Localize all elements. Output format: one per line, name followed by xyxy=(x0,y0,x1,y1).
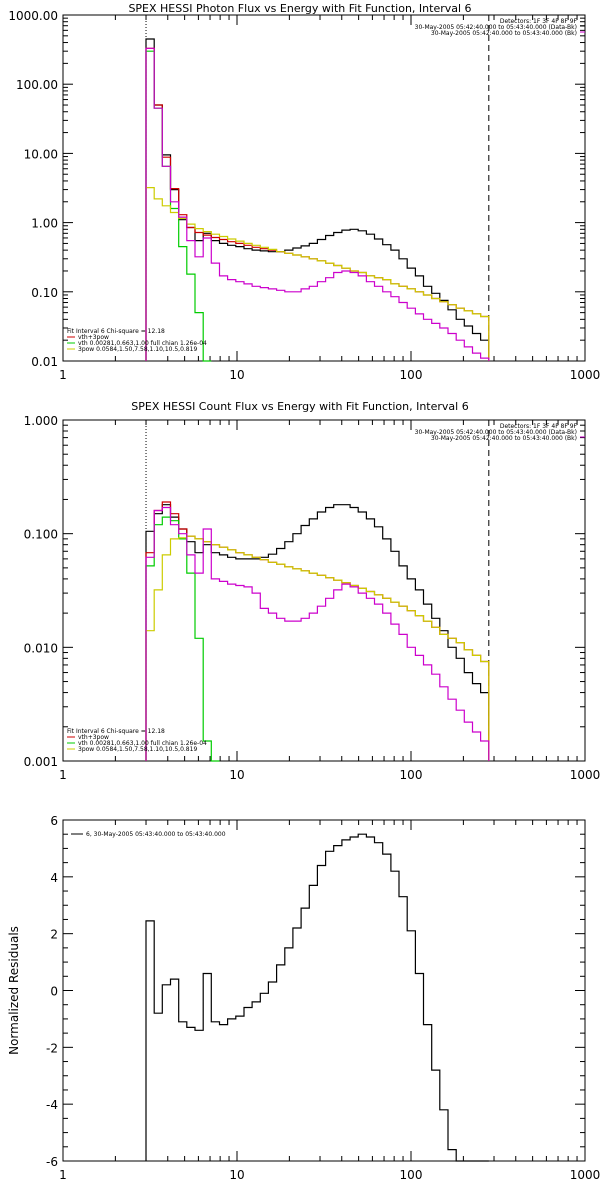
plot-frame xyxy=(62,14,586,362)
series-bk xyxy=(145,47,490,361)
series-bk xyxy=(145,506,490,761)
y-tick-label: 0.100 xyxy=(24,528,58,542)
series-data-bk xyxy=(145,504,490,761)
header-text: Detectors: 1F 3F 4F 8F 9F xyxy=(500,18,578,25)
series-vth-3pow xyxy=(145,47,490,361)
legend-title: Fit Interval 6 Chi-square = 12.18 xyxy=(67,728,165,735)
header-text: 30-May-2005 05:42:40.000 to 05:43:40.000… xyxy=(415,24,577,31)
y-tick-label: -6 xyxy=(46,1155,58,1169)
x-tick-label: 10 xyxy=(229,1168,244,1182)
header-text: 30-May-2005 05:42:40.000 to 05:43:40.000… xyxy=(415,429,577,436)
y-tick-label: 2 xyxy=(50,928,58,942)
y-tick-label: 0.010 xyxy=(24,641,58,655)
legend-text: vth 0.00281,0.663,1.00 full chian 1.26e-… xyxy=(78,740,207,747)
legend-text: vth 0.00281,0.663,1.00 full chian 1.26e-… xyxy=(78,340,207,347)
header-text: 30-May-2005 05:42:40.000 to 05:43:40.000… xyxy=(431,435,577,442)
y-tick-label: 10.00 xyxy=(24,147,58,161)
y-tick-label: -2 xyxy=(46,1041,58,1055)
y-tick-label: 0.01 xyxy=(31,355,58,369)
x-tick-label: 10 xyxy=(229,768,244,782)
x-tick-label: 1000 xyxy=(570,768,600,782)
y-tick-label: 100.00 xyxy=(16,78,58,92)
series-3pow xyxy=(145,187,490,361)
legend-text: vth+3pow xyxy=(78,334,109,341)
y-tick-label: 4 xyxy=(50,871,58,885)
x-tick-label: 10 xyxy=(229,368,244,382)
y-tick-label: -4 xyxy=(46,1098,58,1112)
x-tick-label: 1 xyxy=(59,1168,67,1182)
chart-title: SPEX HESSI Count Flux vs Energy with Fit… xyxy=(131,400,468,413)
y-tick-label: 1.000 xyxy=(24,414,58,428)
series-3pow xyxy=(145,535,490,761)
series-vth-3pow xyxy=(145,501,490,761)
plot-frame xyxy=(62,819,586,1162)
legend-title: Fit Interval 6 Chi-square = 12.18 xyxy=(67,328,165,335)
series-6-30-may-2005-05-43-40-000-to-05-43-40-000 xyxy=(145,833,489,1162)
y-axis-label: Normalized Residuals xyxy=(7,926,21,1055)
y-tick-label: 0 xyxy=(50,985,58,999)
legend-text: 6, 30-May-2005 05:43:40.000 to 05:43:40.… xyxy=(86,831,226,838)
y-tick-label: 1000.00 xyxy=(8,9,58,23)
y-tick-label: 0.001 xyxy=(24,755,58,769)
legend-text: 3pow 0.0584,1.50,7.58,1.10,10.5,0.819 xyxy=(78,746,197,753)
legend-text: 3pow 0.0584,1.50,7.58,1.10,10.5,0.819 xyxy=(78,346,197,353)
header-text: 30-May-2005 05:42:40.000 to 05:43:40.000… xyxy=(431,30,577,37)
y-tick-label: 1.00 xyxy=(31,217,58,231)
x-tick-label: 1 xyxy=(59,368,67,382)
y-tick-label: 6 xyxy=(50,814,58,828)
x-tick-label: 100 xyxy=(400,368,423,382)
x-tick-label: 1 xyxy=(59,768,67,782)
x-tick-label: 1000 xyxy=(570,1168,600,1182)
x-tick-label: 1000 xyxy=(570,368,600,382)
y-tick-label: 0.10 xyxy=(31,286,58,300)
chart-title: SPEX HESSI Photon Flux vs Energy with Fi… xyxy=(128,2,471,15)
x-tick-label: 100 xyxy=(400,1168,423,1182)
x-tick-label: 100 xyxy=(400,768,423,782)
plot-frame xyxy=(62,419,586,762)
header-text: Detectors: 1F 3F 4F 8F 9F xyxy=(500,423,578,430)
legend-text: vth+3pow xyxy=(78,734,109,741)
series-vth xyxy=(145,516,220,762)
